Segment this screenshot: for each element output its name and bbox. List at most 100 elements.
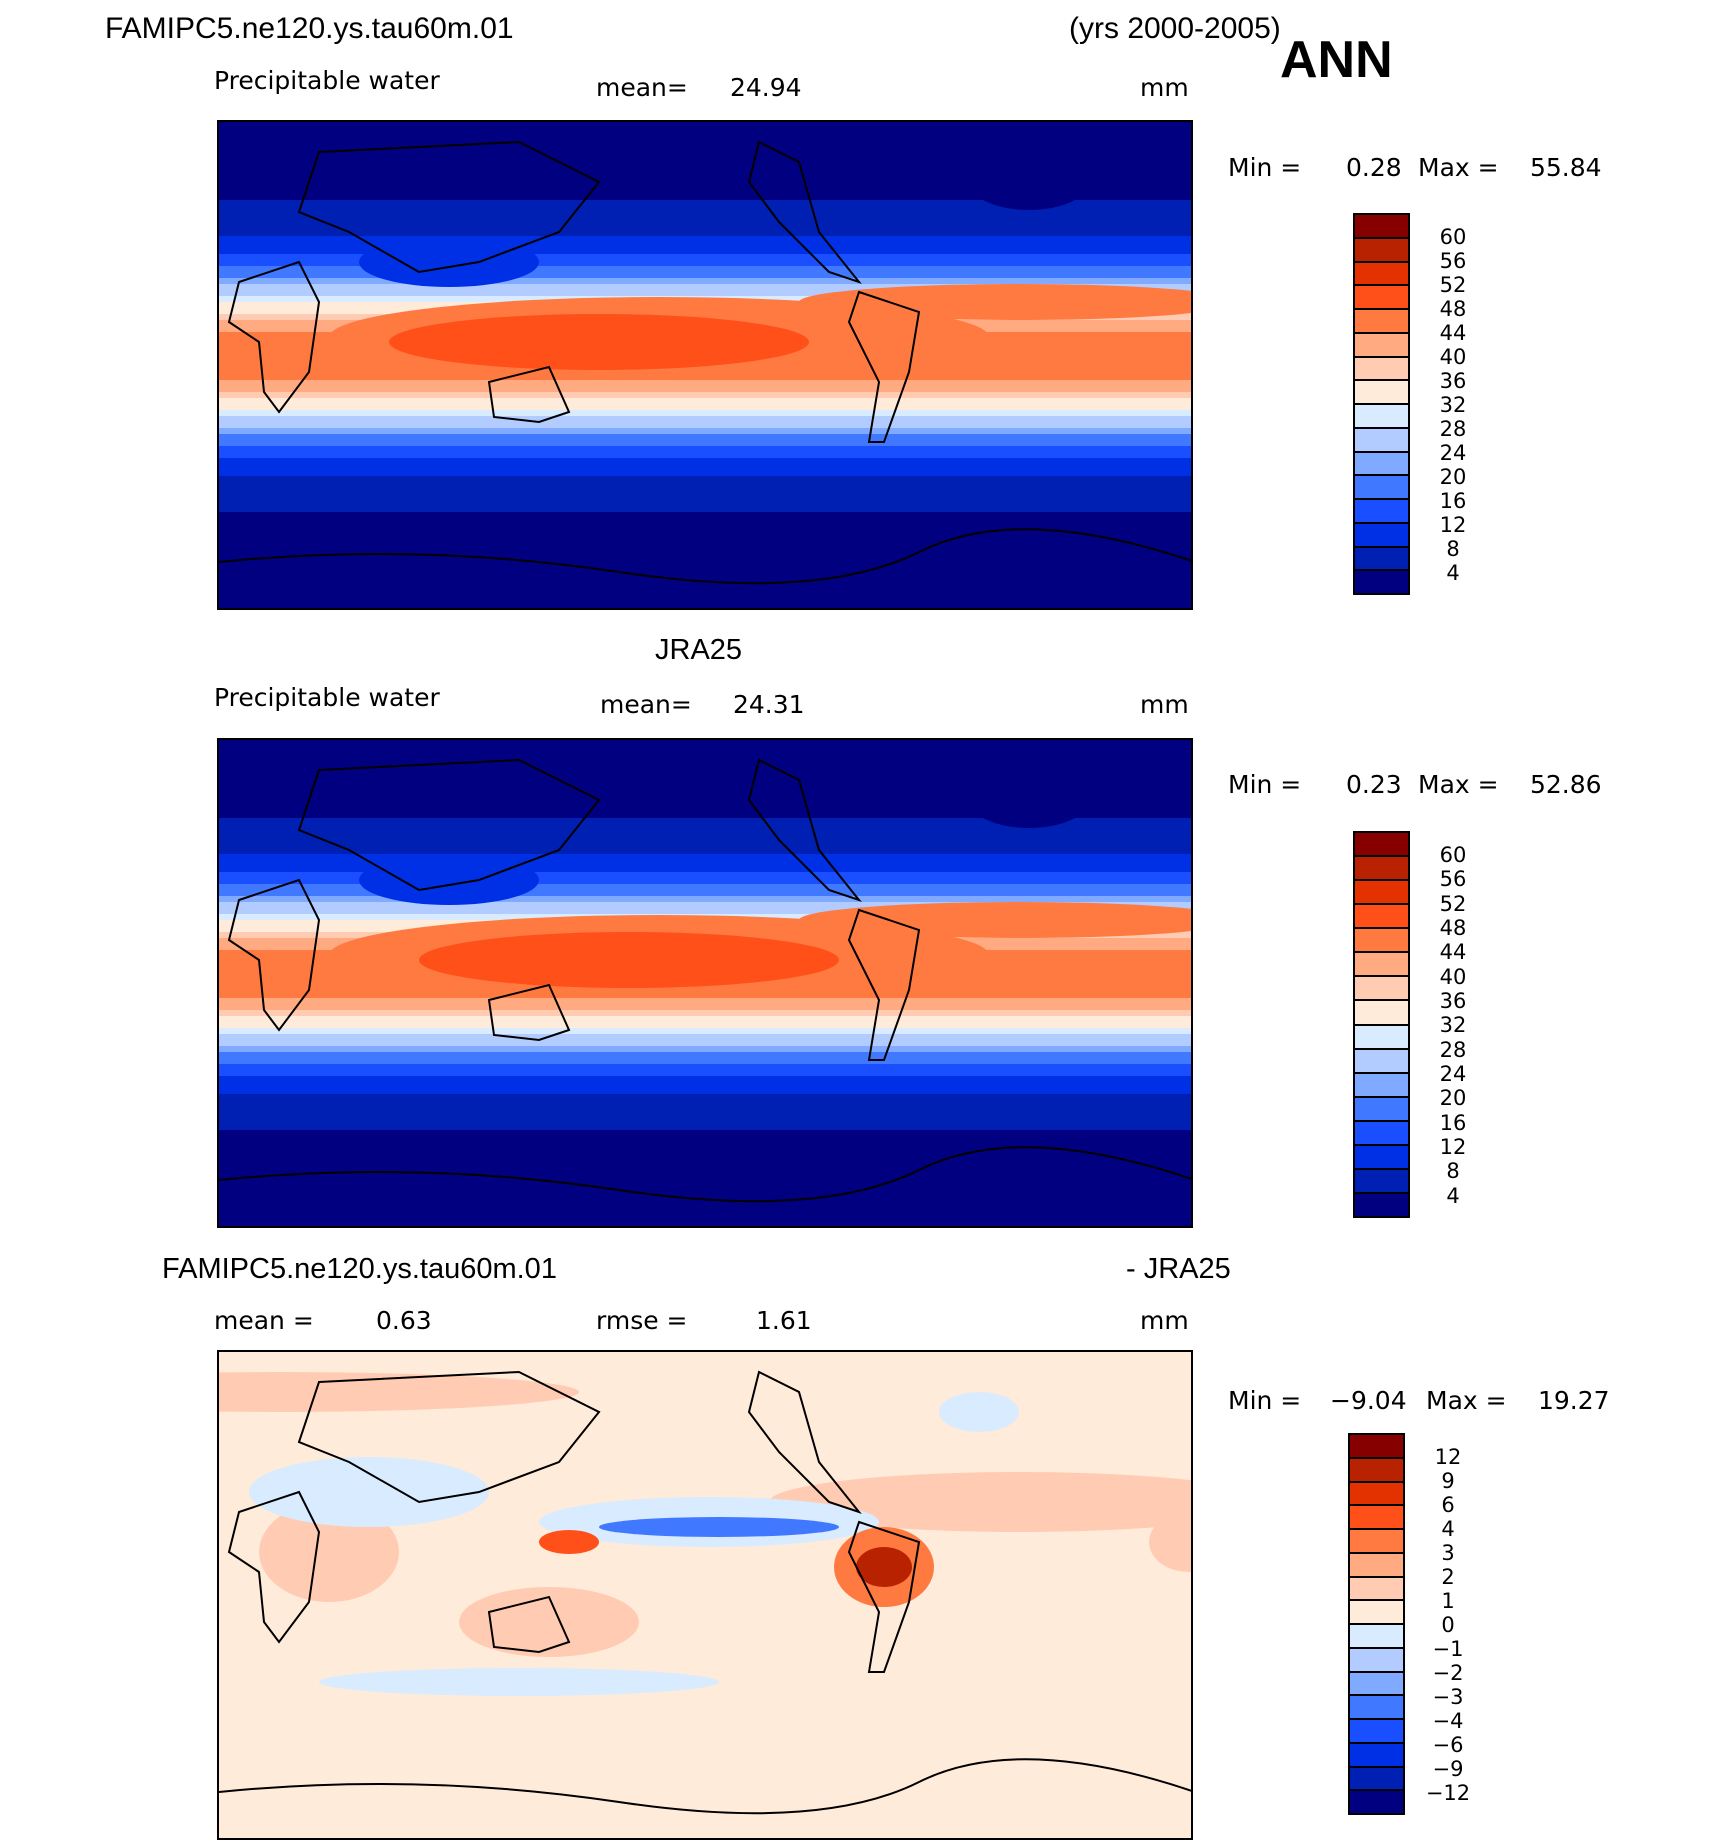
contour-band bbox=[219, 164, 1191, 170]
panel3-units: mm bbox=[1140, 1306, 1189, 1335]
colorbar-tick-label: 52 bbox=[1439, 891, 1467, 916]
contour-band bbox=[219, 608, 1193, 610]
colorbar-swatch bbox=[1350, 1482, 1403, 1507]
contour-band bbox=[219, 416, 1191, 422]
colorbar-swatch bbox=[1350, 1553, 1403, 1578]
contour-band bbox=[219, 428, 1191, 434]
contour-band bbox=[219, 1094, 1191, 1100]
coastline bbox=[847, 1520, 921, 1673]
panel2-mean-label: mean= bbox=[600, 690, 692, 719]
colorbar-swatch bbox=[1355, 1073, 1408, 1098]
contour-band bbox=[219, 1148, 1191, 1154]
colorbar-tick-label: 4 bbox=[1446, 1183, 1460, 1208]
contour-band bbox=[219, 236, 1191, 242]
coastline bbox=[297, 140, 601, 274]
colorbar-tick-label: 60 bbox=[1439, 225, 1467, 249]
contour-band bbox=[219, 1100, 1191, 1106]
contour-band bbox=[219, 896, 1191, 902]
contour-band bbox=[219, 1028, 1191, 1034]
colorbar-swatch bbox=[1350, 1696, 1403, 1720]
colorbar-swatch bbox=[1350, 1648, 1403, 1673]
coastline bbox=[487, 1595, 571, 1654]
contour-band bbox=[219, 998, 1191, 1004]
colorbar-swatch bbox=[1355, 405, 1408, 429]
contour-band bbox=[219, 380, 1191, 386]
colorbar-tick-label: 52 bbox=[1439, 273, 1467, 297]
coastline bbox=[847, 908, 921, 1061]
contour-band bbox=[219, 758, 1191, 764]
contour-band bbox=[219, 218, 1191, 224]
colorbar-swatch bbox=[1355, 857, 1408, 882]
contour-band bbox=[219, 188, 1191, 194]
colorbar-tick-label: 40 bbox=[1439, 345, 1467, 369]
contour-band bbox=[219, 818, 1191, 824]
colorbar-swatch bbox=[1355, 238, 1408, 263]
coastline bbox=[747, 758, 862, 903]
panel3-min: −9.04 bbox=[1330, 1386, 1407, 1415]
coastline bbox=[227, 878, 321, 1032]
contour-band bbox=[219, 224, 1191, 230]
contour-band bbox=[219, 1034, 1191, 1040]
contour-band bbox=[219, 284, 1191, 290]
contour-band bbox=[219, 488, 1191, 494]
contour-band bbox=[219, 1130, 1191, 1136]
contour-band bbox=[219, 788, 1191, 794]
coastline bbox=[227, 1490, 321, 1644]
negative-anomaly bbox=[319, 1668, 719, 1696]
contour-band bbox=[219, 404, 1191, 410]
contour-band bbox=[219, 1022, 1191, 1028]
contour-band bbox=[219, 1058, 1191, 1064]
contour-band bbox=[219, 854, 1191, 860]
greenland-dry bbox=[969, 772, 1089, 828]
contour-band bbox=[219, 902, 1191, 908]
contour-band bbox=[219, 134, 1191, 140]
panel1-mean: 24.94 bbox=[730, 73, 802, 102]
contour-band bbox=[219, 746, 1191, 752]
contour-band bbox=[219, 890, 1191, 896]
contour-band bbox=[219, 152, 1191, 158]
contour-band bbox=[219, 1040, 1191, 1046]
contour-band bbox=[219, 476, 1191, 482]
colorbar-swatch bbox=[1355, 881, 1408, 906]
panel2-colorbar-ticks: 60 56 52 48 44 40 36 32 28 24 20 16 12 8 4 bbox=[1425, 843, 1481, 1208]
panel1-max-label: Max = bbox=[1418, 153, 1499, 182]
contour-band bbox=[219, 1064, 1191, 1070]
coastline bbox=[219, 528, 1191, 585]
panel2-min-label: Min = bbox=[1228, 770, 1302, 799]
colorbar-tick-label: 24 bbox=[1439, 1061, 1467, 1086]
positive-anomaly bbox=[459, 1587, 639, 1657]
colorbar-swatch bbox=[1355, 215, 1408, 239]
colorbar-tick-label: −4 bbox=[1432, 1709, 1464, 1733]
contour-band bbox=[219, 992, 1191, 998]
colorbar-swatch bbox=[1350, 1743, 1403, 1768]
contour-band bbox=[219, 542, 1191, 548]
contour-band bbox=[219, 524, 1191, 530]
colorbar-tick-label: 48 bbox=[1439, 915, 1467, 940]
contour-band bbox=[219, 200, 1191, 206]
positive-anomaly bbox=[1149, 1512, 1191, 1572]
colorbar-swatch bbox=[1355, 547, 1408, 572]
contour-band bbox=[219, 194, 1191, 200]
contour-band bbox=[219, 500, 1191, 506]
colorbar-tick-label: 1 bbox=[1441, 1589, 1455, 1613]
colorbar-tick-label: 4 bbox=[1446, 561, 1460, 585]
colorbar-tick-label: 8 bbox=[1446, 537, 1460, 561]
contour-band bbox=[219, 464, 1191, 470]
colorbar-swatch bbox=[1355, 1169, 1408, 1194]
colorbar-tick-label: 48 bbox=[1439, 297, 1467, 321]
colorbar-tick-label: 16 bbox=[1439, 489, 1467, 513]
coastline bbox=[219, 1758, 1191, 1815]
panel2-min: 0.23 bbox=[1346, 770, 1402, 799]
contour-band bbox=[219, 182, 1191, 188]
colorbar-swatch bbox=[1350, 1577, 1403, 1602]
contour-band bbox=[219, 794, 1191, 800]
colorbar-tick-label: 44 bbox=[1439, 940, 1467, 965]
colorbar-swatch bbox=[1355, 1145, 1408, 1170]
panel3-max: 19.27 bbox=[1538, 1386, 1610, 1415]
colorbar-tick-label: 28 bbox=[1439, 417, 1467, 441]
itcz bbox=[799, 902, 1191, 938]
contour-band bbox=[219, 494, 1191, 500]
colorbar-swatch bbox=[1355, 929, 1408, 954]
panel2-units: mm bbox=[1140, 690, 1189, 719]
antarctic-region bbox=[219, 1180, 1191, 1226]
